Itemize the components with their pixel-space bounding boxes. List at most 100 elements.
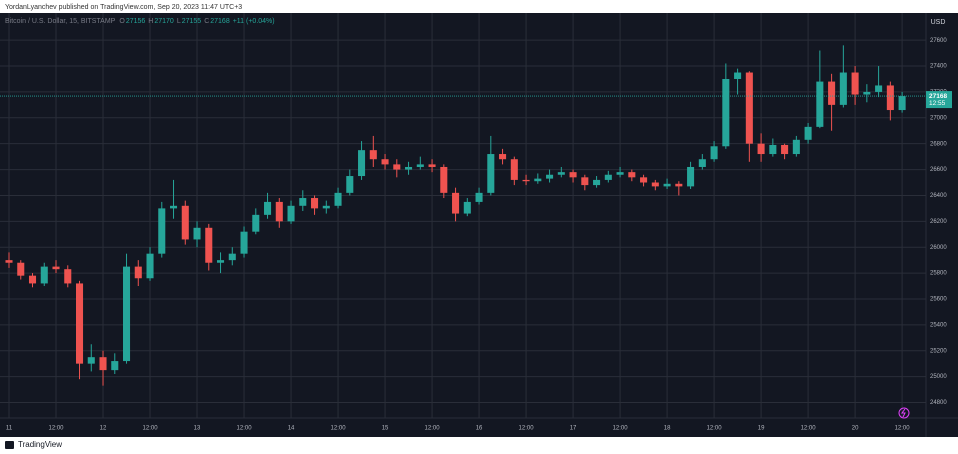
x-tick-label: 12:00	[143, 426, 159, 432]
x-tick-label: 12:00	[801, 426, 817, 432]
candle-body	[205, 227, 213, 263]
legend-value: 27156	[126, 18, 146, 25]
legend-value: 27170	[154, 18, 174, 25]
legend: Bitcoin / U.S. Dollar, 15, BITSTAMP	[5, 18, 116, 25]
y-tick-label: 27600	[930, 38, 947, 44]
x-tick-label: 12:00	[331, 426, 347, 432]
header-text: YordanLyanchev published on TradingView.…	[5, 4, 242, 11]
y-tick-label: 26800	[930, 141, 947, 147]
y-tick-label: 25000	[930, 374, 947, 380]
candle-body	[158, 208, 166, 254]
candle-body	[428, 164, 436, 167]
candle-body	[651, 182, 659, 187]
footer-brand: TradingView	[18, 440, 62, 449]
candle-body	[452, 192, 460, 214]
x-tick-label: 12:00	[237, 426, 253, 432]
legend-key: C	[204, 18, 209, 25]
candle-body	[111, 361, 119, 371]
candle-body	[734, 72, 742, 79]
candle-body	[17, 262, 25, 276]
candle-body	[675, 183, 683, 187]
x-tick-label: 12	[100, 426, 107, 432]
candle-body	[499, 154, 507, 160]
candle-body	[557, 172, 565, 175]
candle-body	[40, 266, 48, 284]
candle-body	[52, 266, 60, 270]
x-tick-label: 12:00	[895, 426, 911, 432]
candle-body	[534, 178, 542, 182]
candle-body	[275, 201, 283, 222]
candle-body	[322, 205, 330, 209]
candle-body	[252, 214, 260, 232]
last-price-label: 27168	[929, 93, 947, 100]
y-tick-label: 24800	[930, 400, 947, 406]
candle-body	[87, 357, 95, 364]
x-tick-label: 14	[288, 426, 295, 432]
candle-body	[299, 198, 307, 206]
candle-body	[358, 150, 366, 177]
x-tick-label: 20	[852, 426, 859, 432]
candle-body	[381, 159, 389, 165]
candle-body	[698, 159, 706, 167]
candle-body	[593, 179, 601, 186]
candle-body	[851, 72, 859, 95]
candle-body	[181, 205, 189, 240]
currency: USD	[931, 19, 946, 26]
candle-body	[792, 139, 800, 155]
candle-body	[463, 201, 471, 214]
candle-body	[875, 85, 883, 92]
candle-body	[475, 192, 483, 202]
candle-body	[863, 91, 871, 95]
candle-body	[828, 81, 836, 105]
y-tick-label: 27000	[930, 115, 947, 121]
candle-body	[440, 166, 448, 193]
candle-body	[369, 150, 377, 160]
y-tick-label: 27400	[930, 64, 947, 70]
candle-body	[722, 78, 730, 147]
candle-body	[416, 164, 424, 167]
y-tick-label: 26200	[930, 219, 947, 225]
candle-body	[781, 144, 789, 155]
lightning-icon[interactable]	[898, 407, 910, 419]
candle-body	[405, 166, 413, 170]
candle-body	[816, 81, 824, 127]
candle-body	[569, 172, 577, 178]
legend-value: 27168	[210, 18, 230, 25]
candle-body	[663, 183, 671, 187]
candle-body	[487, 154, 495, 193]
x-tick-label: 12:00	[519, 426, 535, 432]
candle-body	[710, 146, 718, 160]
candle-body	[804, 126, 812, 140]
candle-body	[134, 266, 142, 279]
candle-body	[170, 205, 178, 209]
x-tick-label: 12:00	[707, 426, 723, 432]
candle-body	[393, 164, 401, 170]
x-tick-label: 16	[476, 426, 483, 432]
legend-key: O	[119, 18, 125, 25]
legend-value: 27155	[182, 18, 202, 25]
candle-body	[510, 159, 518, 180]
candle-body	[64, 269, 72, 284]
candle-body	[745, 72, 753, 144]
candle-body	[604, 174, 612, 180]
symbol: Bitcoin / U.S. Dollar, 15, BITSTAMP	[5, 18, 116, 25]
candle-body	[311, 198, 319, 209]
candle-body	[757, 143, 765, 155]
candle-body	[99, 357, 107, 371]
candle-body	[898, 96, 906, 111]
x-tick-label: 12:00	[425, 426, 441, 432]
candle-body	[616, 172, 624, 175]
candle-body	[581, 177, 589, 186]
x-tick-label: 15	[382, 426, 389, 432]
countdown-label: 12:55	[929, 100, 946, 107]
x-tick-label: 12:00	[49, 426, 65, 432]
candle-body	[5, 260, 13, 263]
candle-body	[334, 192, 342, 206]
candle-body	[193, 227, 201, 240]
candles	[0, 45, 926, 386]
x-tick-label: 11	[6, 426, 13, 432]
last-price-badge	[926, 91, 952, 109]
y-tick-label: 25800	[930, 271, 947, 277]
legend-key: H	[148, 18, 153, 25]
